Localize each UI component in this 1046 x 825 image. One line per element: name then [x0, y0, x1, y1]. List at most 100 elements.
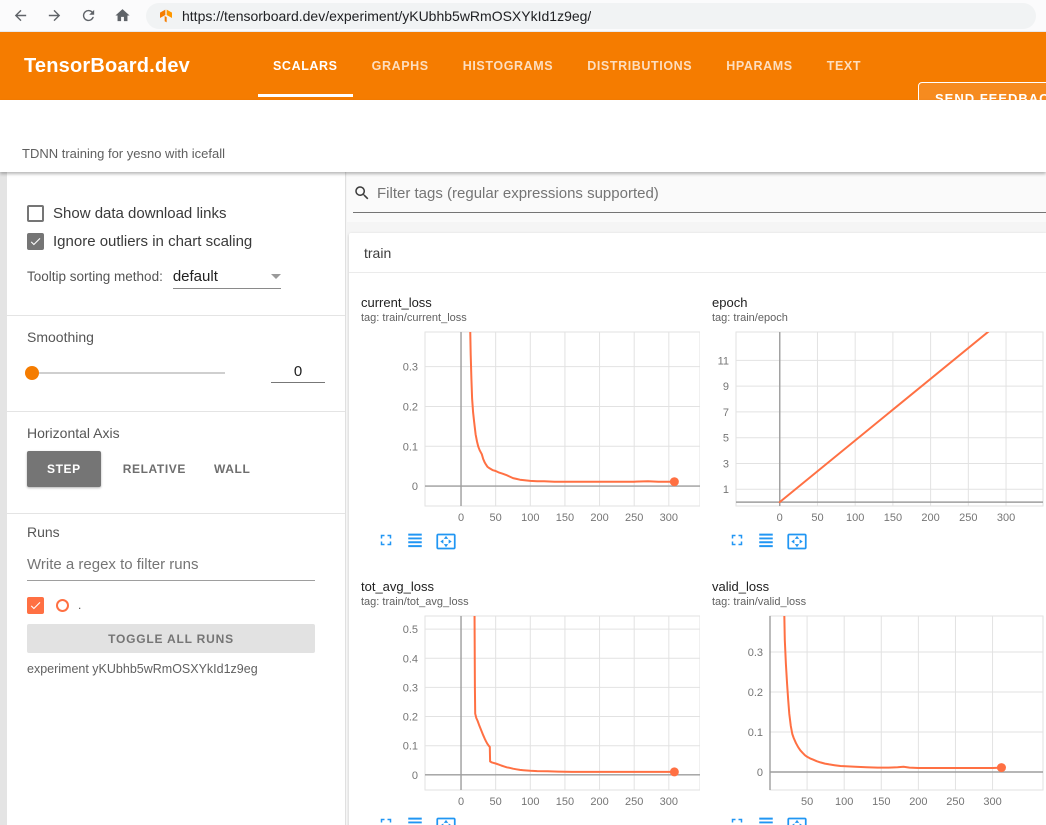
svg-text:9: 9	[723, 381, 729, 393]
tab-graphs[interactable]: GRAPHS	[371, 59, 429, 73]
svg-text:200: 200	[909, 796, 927, 808]
run-list-item[interactable]: .	[27, 594, 325, 616]
relative-axis-button[interactable]: RELATIVE	[109, 451, 200, 487]
run-filter-input[interactable]	[27, 550, 315, 581]
svg-text:200: 200	[921, 512, 939, 524]
line-chart[interactable]: 0 50 100 150 200 250 300 0 0.1 0.2 0.3	[349, 328, 700, 524]
svg-text:0: 0	[757, 767, 763, 779]
svg-text:0.2: 0.2	[403, 712, 418, 724]
fit-domain-icon[interactable]	[435, 531, 457, 552]
svg-text:250: 250	[959, 512, 977, 524]
fit-domain-icon[interactable]	[435, 815, 457, 825]
experiment-note: experiment yKUbhb5wRmOSXYkId1z9eg	[27, 662, 258, 676]
svg-text:0.1: 0.1	[403, 441, 418, 453]
svg-text:300: 300	[983, 796, 1001, 808]
chart-actions	[728, 531, 1046, 557]
expand-chart-icon[interactable]	[377, 815, 395, 825]
checkbox-unchecked-icon[interactable]	[27, 204, 44, 222]
general-settings-section: Show data download links Ignore outliers…	[7, 172, 345, 316]
svg-text:0.3: 0.3	[748, 647, 763, 659]
experiment-title: TDNN training for yesno with icefall	[22, 146, 226, 161]
tag-filter-bar	[347, 172, 1046, 222]
tag-filter-input[interactable]	[377, 184, 1046, 202]
svg-text:250: 250	[946, 796, 964, 808]
svg-text:300: 300	[660, 796, 678, 808]
reload-icon[interactable]	[74, 2, 102, 30]
group-header-train[interactable]: train	[349, 233, 1046, 273]
home-icon[interactable]	[108, 2, 136, 30]
smoothing-value-field[interactable]: 0	[271, 363, 325, 383]
ignore-outliers-checkbox[interactable]: Ignore outliers in chart scaling	[27, 230, 325, 252]
left-gutter	[0, 172, 7, 825]
smoothing-slider[interactable]	[25, 366, 225, 380]
svg-text:0.1: 0.1	[748, 727, 763, 739]
train-group-card: train current_loss tag: train/current_lo…	[349, 233, 1046, 825]
svg-text:0.2: 0.2	[748, 687, 763, 699]
svg-text:0.3: 0.3	[403, 362, 418, 374]
back-icon[interactable]	[6, 2, 34, 30]
tab-text[interactable]: TEXT	[826, 59, 862, 73]
tab-hparams[interactable]: HPARAMS	[726, 59, 793, 73]
data-table-icon[interactable]	[757, 531, 775, 549]
chart-tag: tag: train/tot_avg_loss	[361, 596, 469, 608]
line-chart[interactable]: 50 100 150 200 250 300 0 0.1 0.2 0.3	[700, 612, 1046, 808]
chart-actions	[377, 531, 700, 557]
svg-text:50: 50	[801, 796, 813, 808]
main-content: train current_loss tag: train/current_lo…	[347, 172, 1046, 825]
fit-domain-icon[interactable]	[786, 815, 808, 825]
tooltip-sorting-label: Tooltip sorting method:	[27, 269, 163, 284]
charts-grid: current_loss tag: train/current_loss 0 50…	[349, 273, 1046, 825]
data-table-icon[interactable]	[406, 531, 424, 549]
url-text: https://tensorboard.dev/experiment/yKUbh…	[182, 7, 592, 24]
svg-text:50: 50	[490, 796, 502, 808]
toggle-all-runs-button[interactable]: TOGGLE ALL RUNS	[27, 624, 315, 653]
run-checkbox-checked-icon[interactable]	[27, 596, 44, 614]
svg-text:300: 300	[660, 512, 678, 524]
tooltip-sorting-select[interactable]: default	[172, 268, 281, 289]
svg-text:50: 50	[811, 512, 823, 524]
smoothing-section: Smoothing 0	[7, 316, 345, 412]
svg-text:100: 100	[521, 512, 539, 524]
show-download-links-checkbox[interactable]: Show data download links	[27, 202, 325, 224]
address-bar[interactable]: https://tensorboard.dev/experiment/yKUbh…	[146, 2, 1036, 29]
chart-tag: tag: train/current_loss	[361, 312, 467, 324]
svg-text:150: 150	[556, 796, 574, 808]
line-chart[interactable]: 0 50 100 150 200 250 300 0 0.1 0.2 0.3 0.4 0.5	[349, 612, 700, 808]
data-table-icon[interactable]	[406, 815, 424, 825]
svg-text:200: 200	[590, 512, 608, 524]
svg-text:0.5: 0.5	[403, 624, 418, 636]
svg-text:100: 100	[835, 796, 853, 808]
browser-toolbar: https://tensorboard.dev/experiment/yKUbh…	[0, 0, 1046, 32]
svg-text:0: 0	[777, 512, 783, 524]
chart-card-valid-loss: valid_loss tag: train/valid_loss 50 100 15…	[700, 557, 1046, 825]
chart-actions	[377, 815, 700, 825]
fit-domain-icon[interactable]	[786, 531, 808, 552]
data-table-icon[interactable]	[757, 815, 775, 825]
tab-scalars[interactable]: SCALARS	[256, 32, 355, 100]
slider-thumb[interactable]	[25, 366, 39, 380]
chart-tag: tag: train/valid_loss	[712, 596, 807, 608]
expand-chart-icon[interactable]	[728, 531, 746, 549]
wall-axis-button[interactable]: WALL	[200, 451, 264, 487]
chart-svg: 0 50 100 150 200 250 300 1 3 5 7 9 11	[718, 331, 1044, 524]
chart-title: epoch	[712, 295, 748, 310]
checkbox-label: Ignore outliers in chart scaling	[53, 232, 253, 250]
expand-chart-icon[interactable]	[728, 815, 746, 825]
chart-svg: 0 50 100 150 200 250 300 0 0.1 0.2 0.3	[403, 331, 700, 524]
chart-svg: 50 100 150 200 250 300 0 0.1 0.2 0.3	[748, 615, 1044, 808]
step-axis-button[interactable]: STEP	[27, 451, 101, 487]
settings-sidebar: Show data download links Ignore outliers…	[7, 172, 346, 825]
svg-text:50: 50	[490, 512, 502, 524]
tab-distributions[interactable]: DISTRIBUTIONS	[587, 59, 693, 73]
tab-bar: SCALARS GRAPHS HISTOGRAMS DISTRIBUTIONS …	[256, 32, 878, 100]
svg-text:0: 0	[458, 512, 464, 524]
tab-histograms[interactable]: HISTOGRAMS	[462, 59, 554, 73]
svg-text:100: 100	[521, 796, 539, 808]
svg-text:150: 150	[556, 512, 574, 524]
brand-logo[interactable]: TensorBoard.dev	[24, 54, 190, 77]
checkbox-checked-icon[interactable]	[27, 232, 44, 250]
forward-icon[interactable]	[40, 2, 68, 30]
expand-chart-icon[interactable]	[377, 531, 395, 549]
svg-text:3: 3	[723, 458, 729, 470]
line-chart[interactable]: 0 50 100 150 200 250 300 1 3 5 7 9 11	[700, 328, 1046, 524]
